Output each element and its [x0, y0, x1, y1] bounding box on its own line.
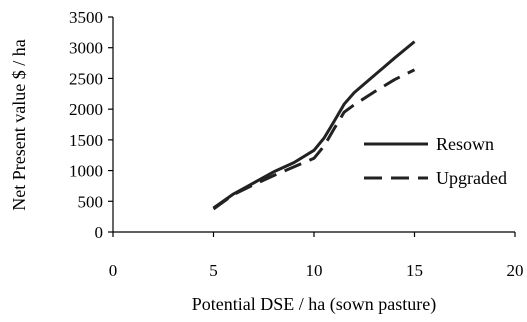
series-group: [212, 40, 416, 211]
y-tick-label: 3000: [69, 39, 103, 58]
x-tick-label: 15: [406, 261, 423, 280]
x-ticks: 0 5 10 15 20: [109, 232, 524, 280]
axes: [112, 17, 515, 233]
y-tick-label: 3500: [69, 8, 103, 27]
y-axis-title: Net Present value $ / ha: [9, 39, 29, 210]
legend-label-upgraded: Upgraded: [436, 168, 507, 188]
series-line-upgraded: [212, 68, 416, 211]
y-ticks: 0 500 1000 1500 2000 2500 3000 3500: [69, 8, 113, 242]
y-tick-label: 1000: [69, 162, 103, 181]
legend-label-resown: Resown: [436, 134, 494, 154]
x-tick-label: 5: [209, 261, 218, 280]
x-tick-label: 20: [507, 261, 524, 280]
series-line-resown: [212, 40, 416, 210]
y-tick-label: 500: [78, 192, 104, 211]
y-tick-label: 2000: [69, 100, 103, 119]
legend: Resown Upgraded: [364, 134, 507, 188]
x-tick-label: 0: [109, 261, 118, 280]
x-axis-title: Potential DSE / ha (sown pasture): [192, 294, 436, 315]
y-tick-label: 2500: [69, 69, 103, 88]
y-tick-label: 1500: [69, 131, 103, 150]
x-tick-label: 10: [306, 261, 323, 280]
y-tick-label: 0: [95, 223, 104, 242]
